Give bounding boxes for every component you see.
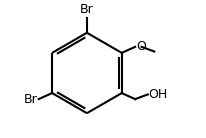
Text: Br: Br bbox=[80, 3, 94, 16]
Text: Br: Br bbox=[24, 93, 38, 106]
Text: O: O bbox=[136, 40, 146, 53]
Text: OH: OH bbox=[149, 88, 168, 101]
